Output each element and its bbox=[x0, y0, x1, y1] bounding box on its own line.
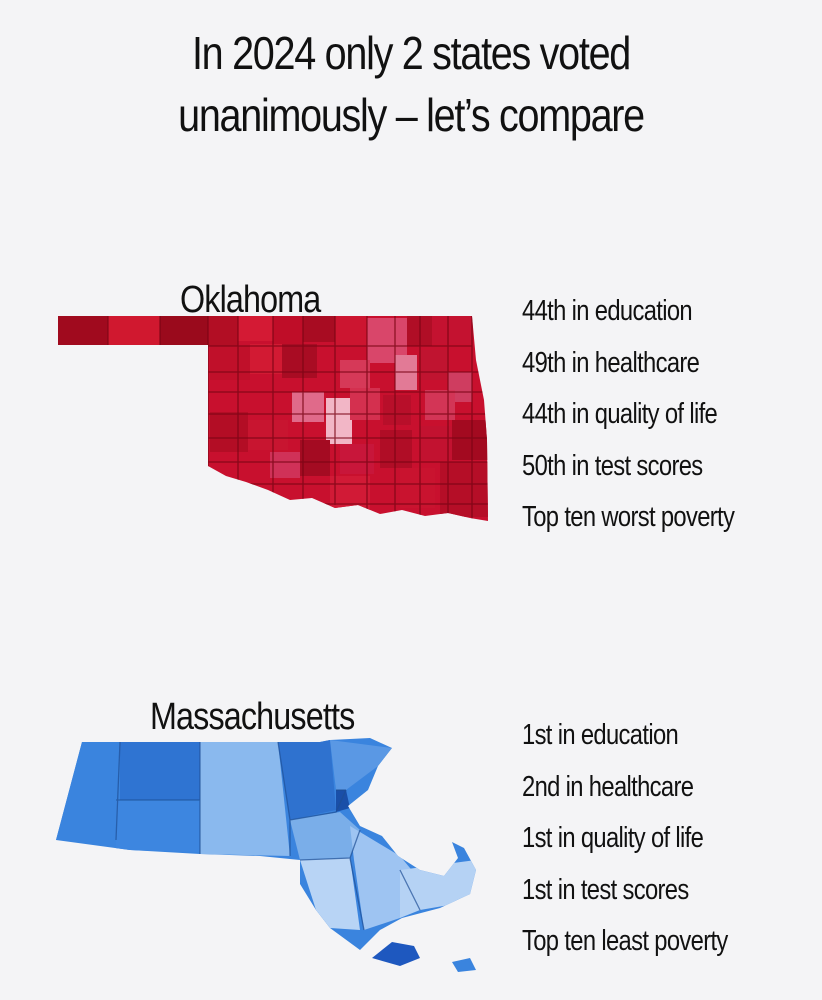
oklahoma-stat-quality-of-life: 44th in quality of life bbox=[522, 398, 718, 430]
oklahoma-stat-education: 44th in education bbox=[522, 295, 693, 327]
massachusetts-stat-quality-of-life: 1st in quality of life bbox=[522, 822, 704, 854]
massachusetts-stat-test-scores: 1st in test scores bbox=[522, 873, 689, 906]
marthas-vineyard-shape bbox=[372, 942, 420, 966]
oklahoma-stat-poverty: Top ten worst poverty bbox=[522, 501, 735, 533]
page-title: In 2024 only 2 states voted unanimously … bbox=[58, 22, 765, 146]
oklahoma-stats-list: 44th in education 49th in healthcare 44t… bbox=[522, 286, 735, 544]
massachusetts-stat-education: 1st in education bbox=[522, 719, 679, 751]
massachusetts-stats-list: 1st in education 2nd in healthcare 1st i… bbox=[522, 710, 728, 968]
oklahoma-stat-healthcare: 49th in healthcare bbox=[522, 346, 700, 379]
massachusetts-label: Massachusetts bbox=[150, 696, 355, 738]
oklahoma-label: Oklahoma bbox=[180, 279, 321, 321]
title-line-1: In 2024 only 2 states voted bbox=[191, 27, 631, 79]
massachusetts-stat-healthcare: 2nd in healthcare bbox=[522, 770, 694, 803]
oklahoma-stat-test-scores: 50th in test scores bbox=[522, 449, 703, 482]
title-line-2: unanimously – let’s compare bbox=[178, 89, 645, 141]
massachusetts-stat-poverty: Top ten least poverty bbox=[522, 925, 728, 957]
nantucket-shape bbox=[452, 958, 476, 972]
